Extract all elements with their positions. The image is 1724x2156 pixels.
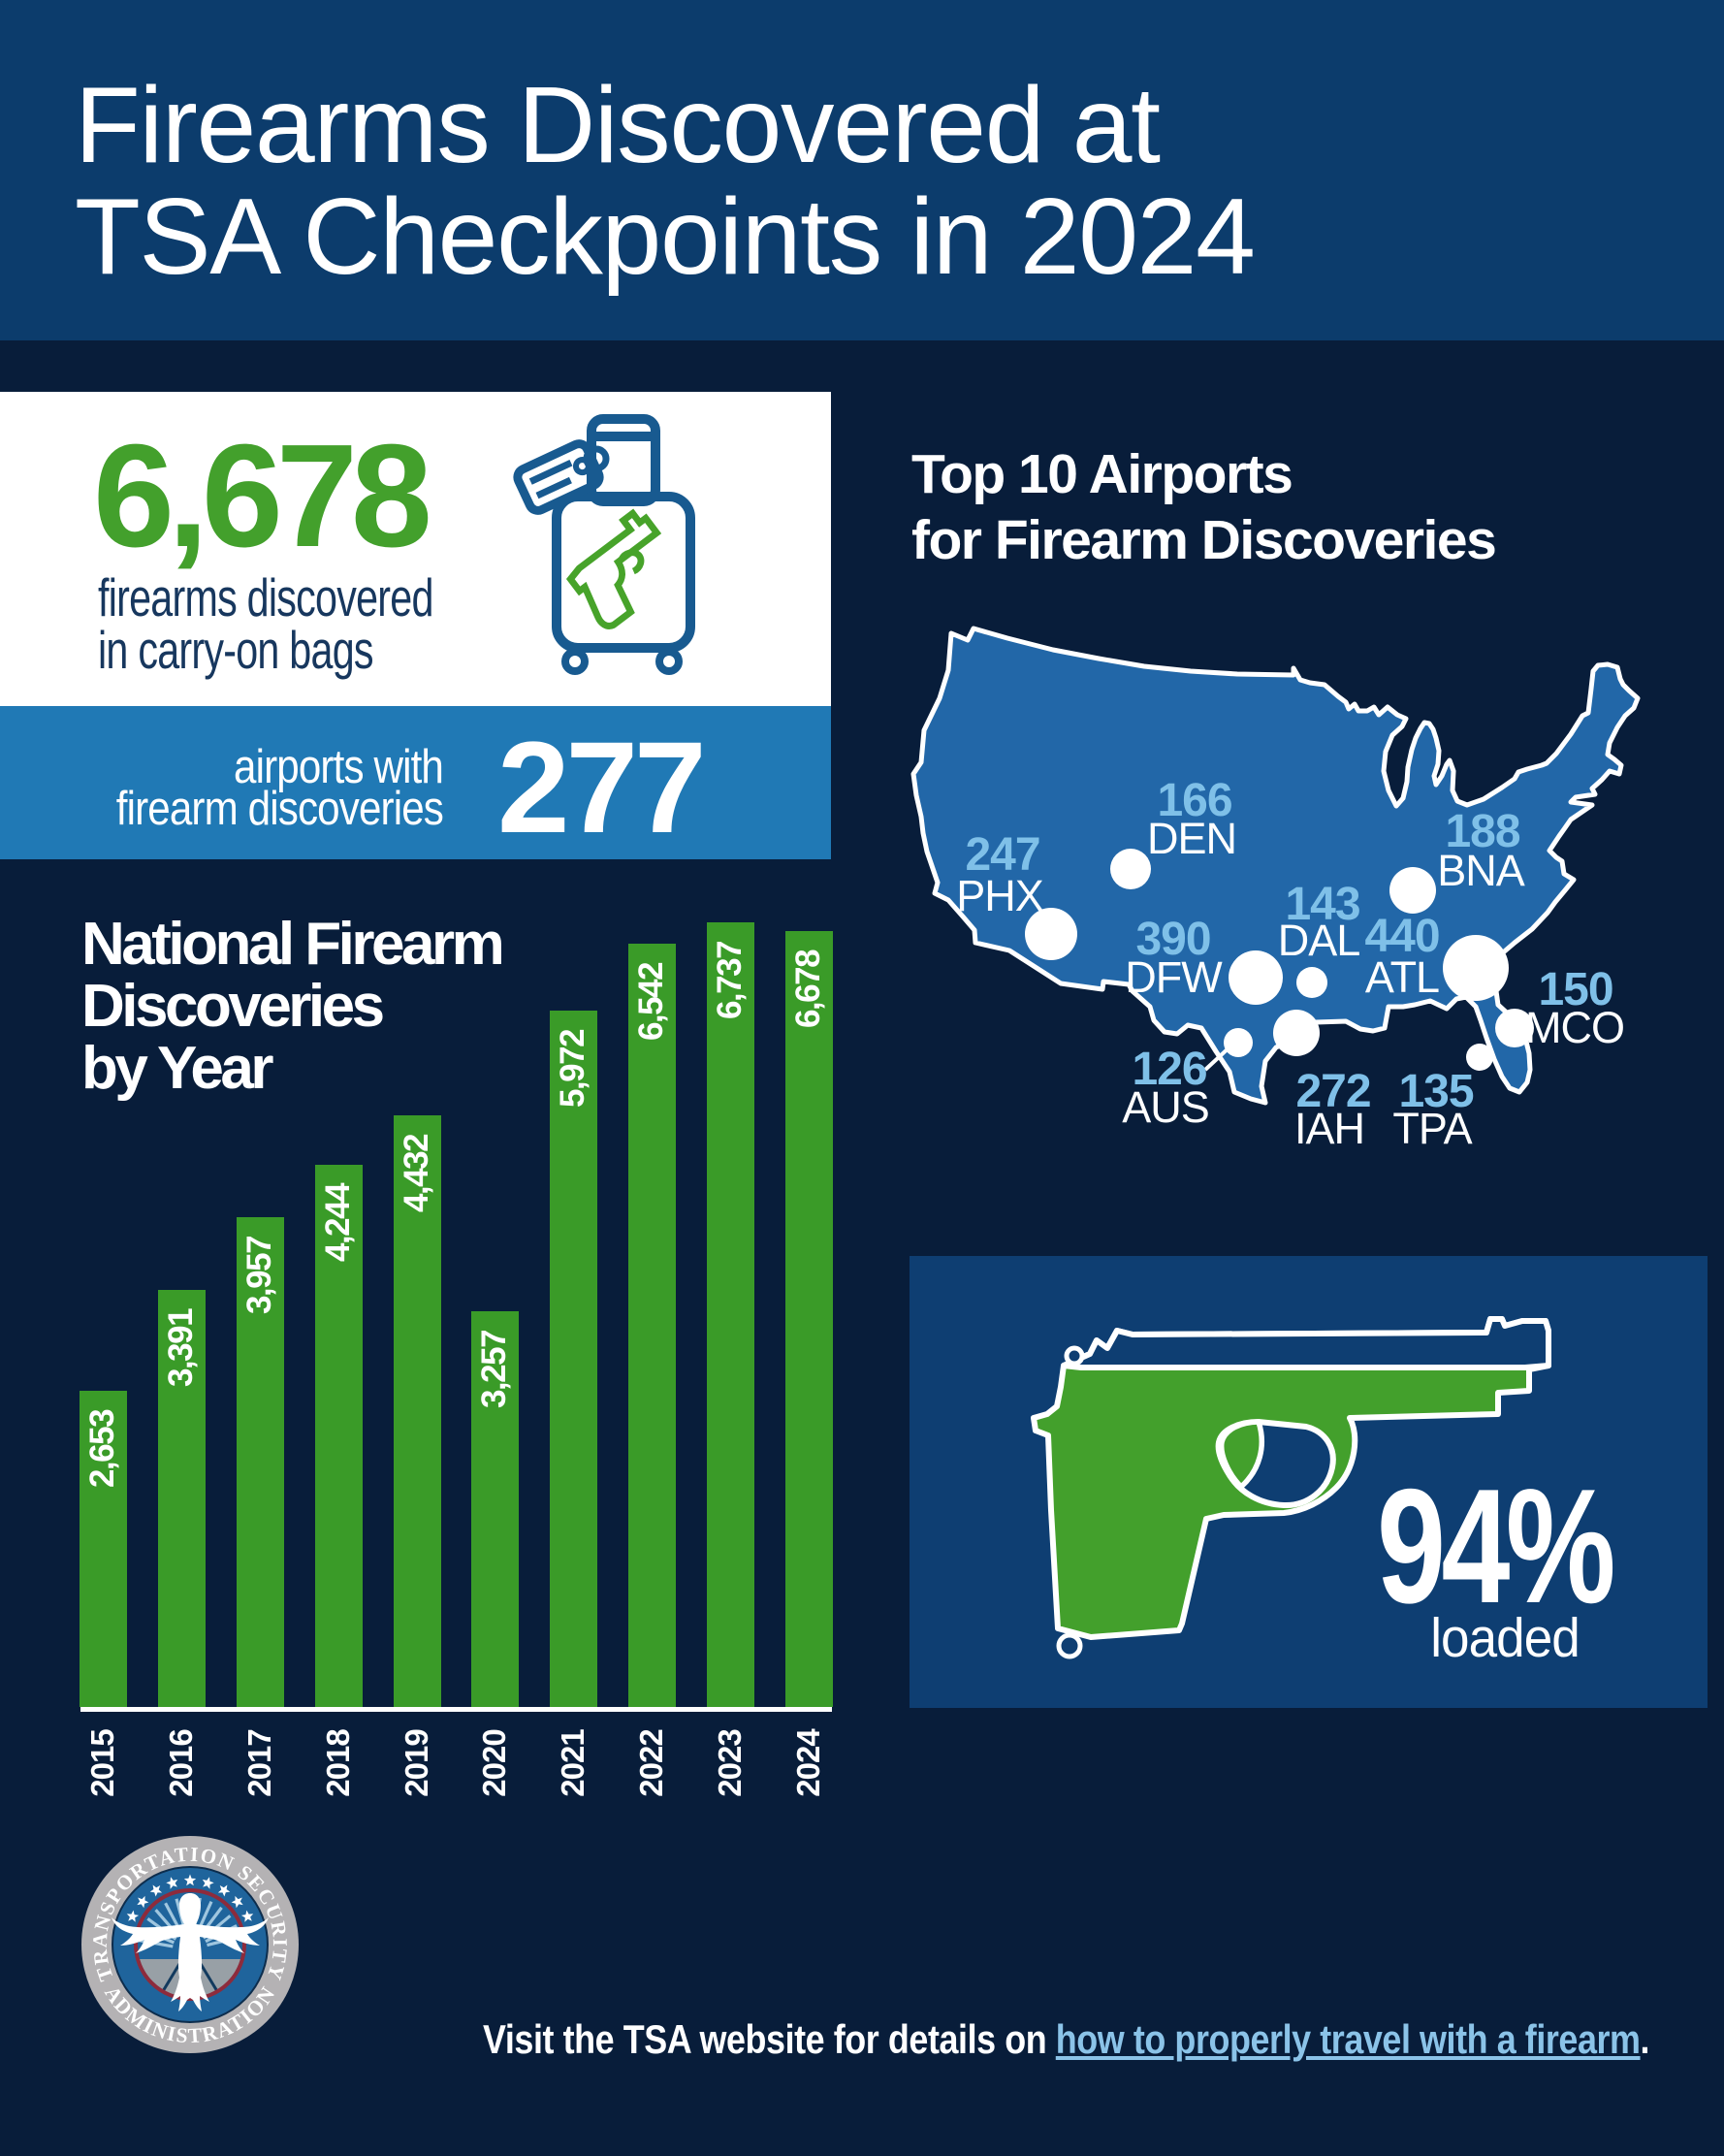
svg-text:188: 188 — [1445, 806, 1519, 857]
svg-text:ATL: ATL — [1365, 952, 1439, 1002]
svg-text:MCO: MCO — [1525, 1003, 1624, 1052]
svg-text:166: 166 — [1157, 775, 1231, 826]
svg-text:AUS: AUS — [1122, 1082, 1209, 1132]
svg-text:150: 150 — [1538, 964, 1612, 1015]
svg-text:DEN: DEN — [1147, 814, 1236, 863]
svg-text:272: 272 — [1295, 1066, 1370, 1117]
svg-text:135: 135 — [1398, 1066, 1473, 1117]
svg-text:PHX: PHX — [956, 871, 1044, 920]
svg-text:DAL: DAL — [1278, 916, 1360, 965]
svg-text:440: 440 — [1364, 911, 1439, 962]
svg-text:DFW: DFW — [1125, 952, 1223, 1002]
svg-text:143: 143 — [1285, 879, 1359, 930]
svg-text:TPA: TPA — [1392, 1104, 1472, 1153]
svg-text:IAH: IAH — [1294, 1104, 1364, 1153]
svg-text:390: 390 — [1135, 914, 1210, 965]
svg-text:247: 247 — [965, 829, 1039, 881]
svg-text:126: 126 — [1132, 1044, 1206, 1095]
svg-text:BNA: BNA — [1437, 846, 1525, 895]
